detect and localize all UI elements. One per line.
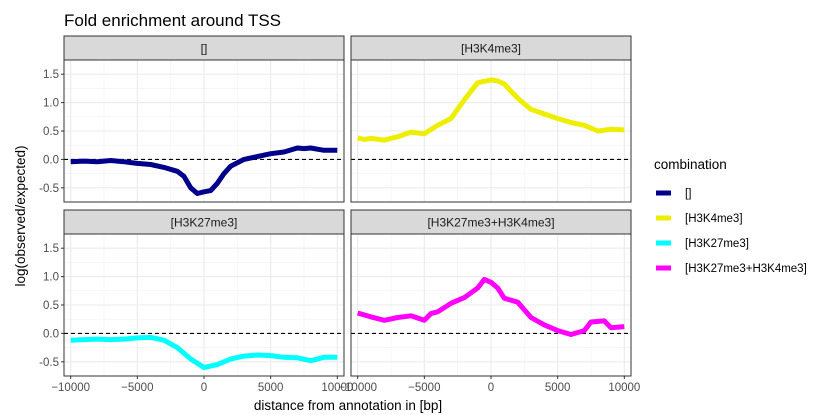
legend-entry: []: [655, 183, 691, 203]
y-tick-label: 1.0: [43, 272, 59, 284]
y-tick-label: 1.0: [43, 98, 59, 110]
facet-strip-label: []: [201, 42, 208, 56]
y-tick-label: 0.0: [43, 154, 59, 166]
panel-border: [350, 59, 632, 203]
x-tick-label: 0: [201, 382, 207, 394]
legend-entries: [] [H3K4me3] [H3K27me3] [H3K27me3+H3K4me3]: [655, 183, 807, 278]
legend-label: [H3K4me3]: [685, 213, 743, 225]
legend-label: [H3K27me3]: [685, 238, 749, 250]
y-axis-title: log(observed/expected): [13, 145, 28, 286]
legend-label: []: [685, 188, 691, 200]
series-line: [357, 77, 625, 143]
facet-panel: []: [63, 35, 345, 203]
legend-entry: [H3K27me3]: [655, 233, 749, 253]
x-tick-label: −5000: [408, 382, 440, 394]
facet-strip: [63, 209, 345, 235]
facet-strip-label: [H3K4me3]: [461, 42, 521, 56]
axes: -0.5 0.0 0.5 1.0 1.5 -0.5 0.0 0.5 1.0 1.5 −10000 −5…: [39, 69, 640, 394]
facet-strip: [350, 209, 632, 235]
legend: combination [] [H3K4me3] [H3K27me3] [H3K27m…: [654, 157, 807, 278]
series-line: [70, 334, 338, 370]
y-tick-label: 0.5: [43, 126, 59, 138]
x-tick-label: −5000: [121, 382, 153, 394]
chart-title: Fold enrichment around TSS: [64, 11, 281, 30]
y-tick-label: 0.5: [43, 300, 59, 312]
facet-strip-label: [H3K27me3]: [171, 216, 238, 230]
facet-panel: [H3K27me3+H3K4me3]: [350, 209, 632, 377]
facet-panels: [] [H3K4me3] [H3K27me3] [H3K27me3+H3K4me3]: [63, 35, 632, 377]
y-tick-label: -0.5: [39, 357, 59, 369]
y-tick-label: -0.5: [39, 183, 59, 195]
x-axis-title: distance from annotation in [bp]: [254, 398, 442, 413]
x-tick-label: 0: [488, 382, 494, 394]
series-line: [356, 276, 625, 337]
y-tick-label: 1.5: [43, 243, 59, 255]
x-tick-label: 5000: [258, 382, 284, 394]
y-tick-label: 1.5: [43, 69, 59, 81]
facet-strip-label: [H3K27me3+H3K4me3]: [427, 216, 554, 230]
facet-strip: [350, 35, 632, 61]
facet-strip: [63, 35, 345, 61]
y-tick-label: 0.0: [43, 328, 59, 340]
x-tick-label: −10000: [51, 382, 90, 394]
legend-entry: [H3K27me3+H3K4me3]: [655, 258, 807, 278]
facet-panel: [H3K4me3]: [350, 35, 632, 203]
legend-label: [H3K27me3+H3K4me3]: [685, 263, 807, 275]
x-tick-label: 5000: [545, 382, 571, 394]
series-line: [70, 145, 338, 196]
legend-entry: [H3K4me3]: [655, 208, 743, 228]
x-tick-label: 10000: [321, 382, 353, 394]
x-tick-label: 10000: [608, 382, 640, 394]
legend-title: combination: [654, 157, 727, 172]
facet-panel: [H3K27me3]: [63, 209, 345, 377]
x-tick-label: −10000: [338, 382, 377, 394]
